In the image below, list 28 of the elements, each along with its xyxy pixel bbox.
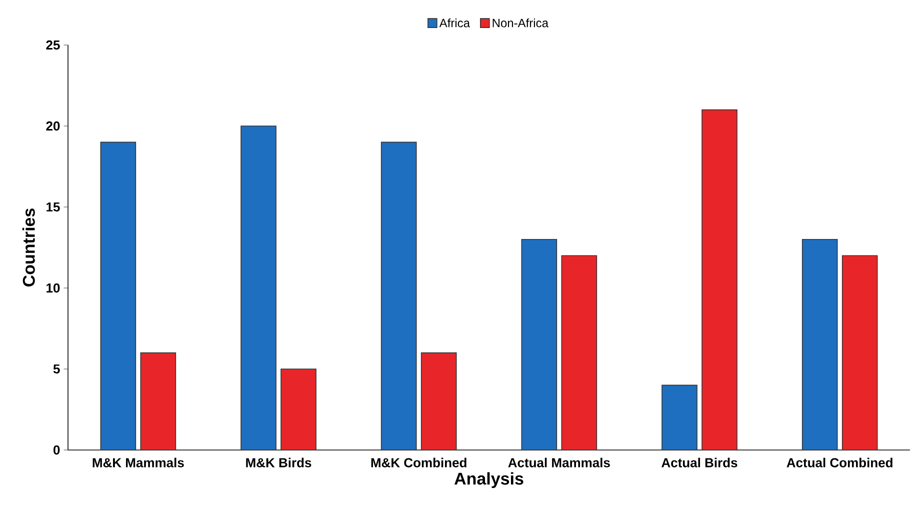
bar <box>380 142 417 450</box>
x-tick-label: M&K Birds <box>246 458 312 468</box>
y-tick-label: 15 <box>46 202 60 212</box>
bar <box>240 126 276 450</box>
x-axis-title: Analysis <box>454 472 524 488</box>
y-axis-title: Countries <box>22 208 35 286</box>
bar <box>140 352 176 450</box>
x-tick-label: Actual Mammals <box>508 458 610 468</box>
bar <box>662 384 698 450</box>
y-tick-label: 5 <box>53 364 60 374</box>
y-tick-label: 10 <box>46 283 60 293</box>
legend-label: Africa <box>439 18 470 28</box>
bar <box>842 255 878 450</box>
x-tick-label: Actual Birds <box>662 458 738 468</box>
bar <box>702 109 738 450</box>
bar <box>280 368 316 450</box>
bar <box>100 142 136 450</box>
bar <box>521 238 558 450</box>
x-tick-label: M&K Combined <box>371 458 466 468</box>
x-tick-label: Actual Combined <box>786 458 892 468</box>
bar <box>802 238 838 450</box>
y-tick-label: 20 <box>46 121 60 131</box>
bar <box>561 255 598 450</box>
legend-label: Non-Africa <box>492 18 548 28</box>
x-tick-label: M&K Mammals <box>92 458 184 468</box>
y-tick-label: 0 <box>53 445 60 455</box>
bar <box>420 352 457 450</box>
y-tick-label: 25 <box>46 40 60 50</box>
